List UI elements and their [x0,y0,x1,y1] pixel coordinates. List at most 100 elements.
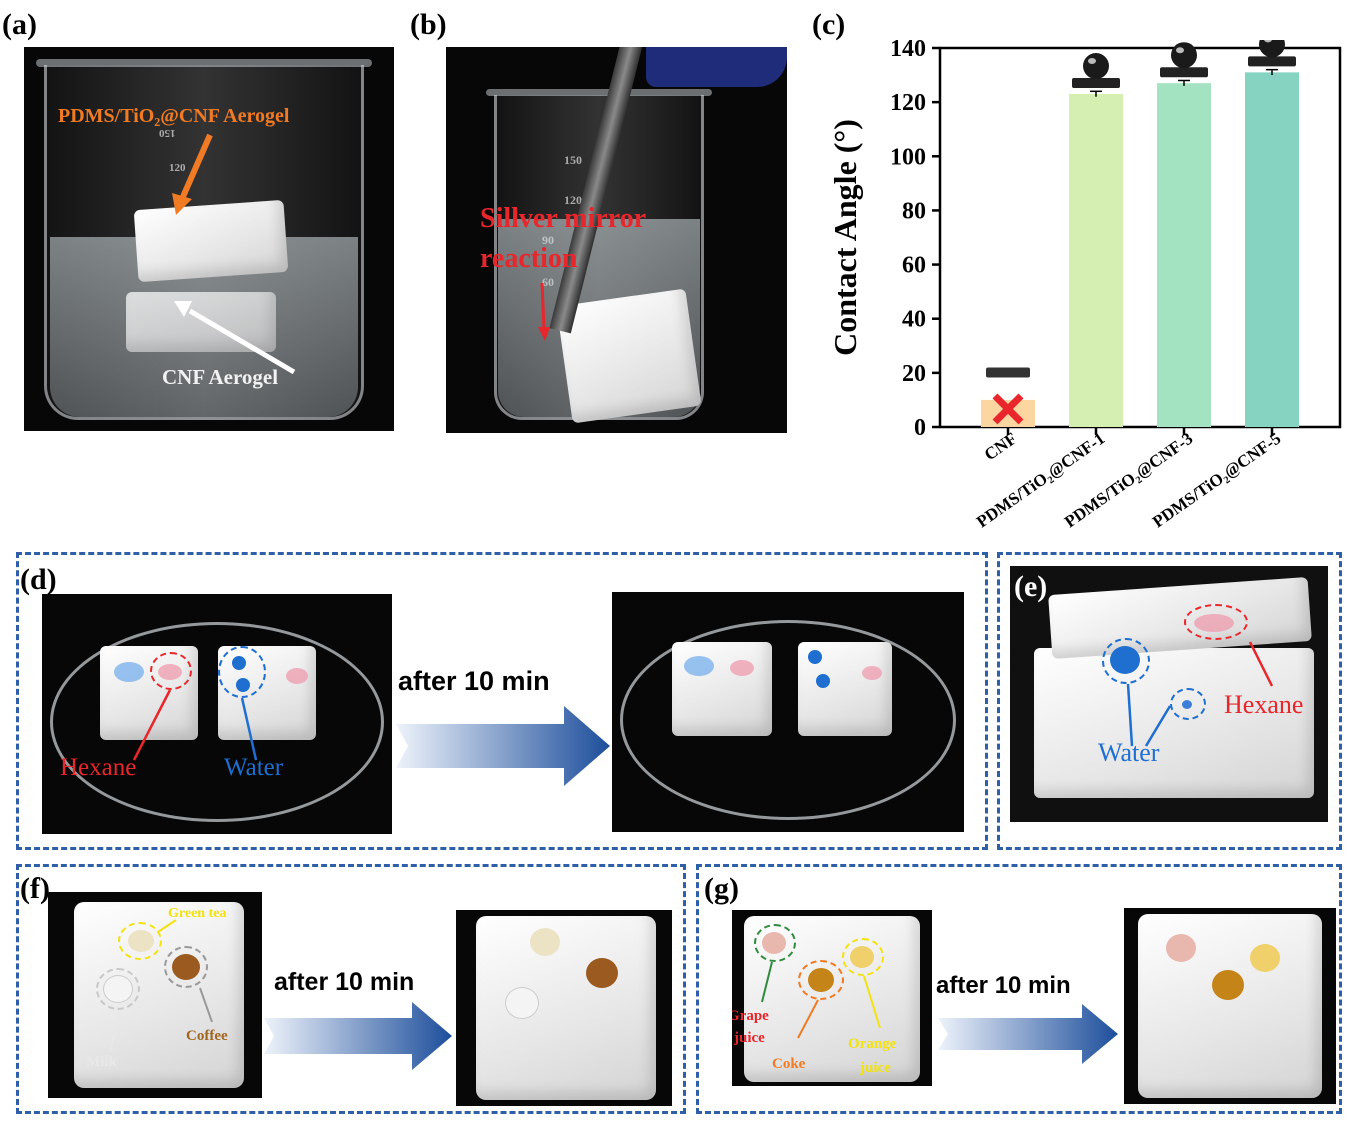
blue-stain [114,662,144,682]
green-tea-droplet [530,928,560,956]
milk-droplet [506,988,538,1018]
droplet-highlight [1088,58,1096,65]
aerogel-base [1034,648,1314,798]
pointer-arrows [1126,641,1274,747]
orange-juice-droplet [1250,944,1280,972]
orange-juice-label-line2: juice [860,1060,891,1076]
droplet-icon [1259,40,1285,58]
bar-2 [1069,94,1123,427]
panel-f-label: (f) [20,872,50,905]
beaker-mark-120: 120 [564,193,582,207]
panel-g-label: (g) [704,872,739,905]
hexane-label: Hexane [1224,690,1304,719]
y-tick-label: 100 [890,144,926,170]
water-label: Water [1098,738,1160,767]
petri-dish [620,620,956,820]
y-tick-label: 120 [890,90,926,116]
panel-f-after-photo [456,910,672,1106]
panel-b-photo: 150 120 90 60 Sillver mirror reaction [446,47,787,433]
green-tea-circle [118,922,162,960]
after-10-min-label: after 10 min [274,968,415,996]
blue-stain [684,656,714,676]
y-tick-label: 20 [902,361,926,387]
panel-g-after-photo [1124,908,1336,1104]
coffee-label: Coffee [186,1028,228,1044]
blue-droplet [816,674,830,688]
y-axis-label: Contact Angle (°) [827,119,863,356]
grape-juice-circle [754,924,796,962]
beaker-rim [36,59,372,67]
droplet-icon [1083,53,1109,80]
cnf-substrate-icon [986,367,1030,378]
water-label: Water [224,754,284,781]
green-tea-label: Green tea [168,906,227,921]
panel-f-arrow [264,1002,452,1070]
panel-e-frame [997,552,1342,850]
y-tick-label: 40 [902,307,926,333]
aerogel-block [1138,914,1322,1098]
silver-mirror-line1: Sillver mirror [480,203,647,234]
beaker-mark-150: 150 [564,153,582,167]
bar-4 [1245,72,1299,427]
pink-stain [286,668,308,684]
panel-e-photo: Water Hexane [1010,566,1328,822]
water-circle-small [1170,688,1206,720]
beaker-mark-120: 120 [169,162,186,174]
x-tick-label: CNF [981,429,1021,465]
droplet-highlight [1176,47,1184,54]
cross-icon [992,393,1024,425]
coffee-droplet [586,958,618,988]
milk-circle [96,968,140,1010]
droplet-substrate-icon [1072,78,1120,89]
red-arrow [538,282,550,341]
pdms-aerogel-label: PDMS/TiO₂@CNF Aerogel [58,105,290,127]
plot-frame [938,46,1342,429]
hexane-circle [150,652,192,690]
pointer-arrows [761,961,881,1039]
panel-d-before-photo: Hexane Water [42,594,392,834]
y-tick-label: 60 [902,253,926,279]
panel-a-label: (a) [2,8,37,41]
pink-stain [862,666,882,680]
orange-arrow [172,133,296,375]
grape-juice-label-line2: juice [734,1030,765,1046]
coke-droplet [1212,970,1244,1000]
panel-d-label: (d) [20,563,57,596]
y-tick-label: 140 [890,40,926,62]
panel-f-before-photo: Green tea Coffee Milk [48,892,262,1098]
panel-g-frame [696,864,1342,1114]
glove [646,47,787,87]
after-10-min-label: after 10 min [398,666,550,696]
blue-droplet [808,650,822,664]
grape-juice-droplet [1166,934,1196,962]
panel-f-frame [16,864,686,1114]
silver-mirror-line2: reaction [480,243,578,274]
orange-juice-label-line1: Orange [848,1036,897,1052]
panel-d-after-photo [612,592,964,832]
left-aerogel-block [672,642,772,736]
panel-g-arrow [938,1004,1118,1064]
panel-c-label: (c) [812,8,846,41]
water-circle [218,646,266,698]
droplet-substrate-icon [1248,56,1296,67]
panel-d-frame [16,552,988,850]
milk-label: Milk [86,1054,117,1070]
hexane-label: Hexane [60,754,137,781]
aerogel-block [476,916,656,1100]
y-tick-label: 80 [902,198,926,224]
coke-label: Coke [772,1056,806,1072]
panel-a-photo: 150 120 PDMS/TiO₂@CNF Aerogel CNF Aeroge… [24,47,394,431]
y-tick-label: 0 [914,415,926,441]
pointer-arrows [109,919,213,1053]
grape-juice-label-line1: Grape [732,1008,769,1024]
after-10-min-label: after 10 min [936,972,1071,999]
hexane-circle [1184,604,1248,640]
cnf-aerogel-label: CNF Aerogel [162,365,279,389]
droplet-highlight [1264,40,1272,43]
cnf-aerogel-block [126,292,276,352]
droplet-substrate-icon [1160,67,1208,78]
panel-d-arrow [396,706,610,786]
pointer-arrows [132,689,258,761]
petri-dish [50,622,384,822]
